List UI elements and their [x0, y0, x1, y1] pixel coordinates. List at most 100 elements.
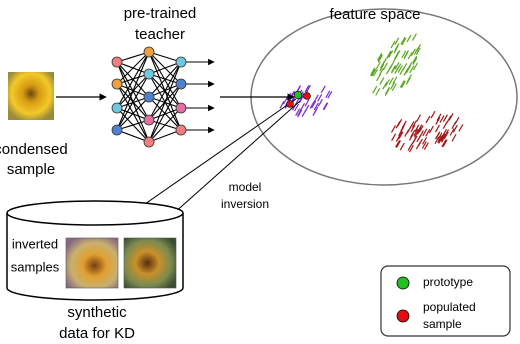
edge: [116, 51, 150, 131]
edge: [148, 61, 182, 98]
feature-dash: [294, 103, 300, 112]
feature-dash: [411, 137, 417, 145]
feature-dash: [371, 68, 377, 77]
feature-dash: [384, 86, 391, 95]
feature-dash: [313, 106, 319, 114]
feature-dash: [387, 64, 393, 72]
feature-dash: [414, 124, 420, 132]
feature-dash: [449, 128, 455, 136]
feature-dash: [400, 80, 406, 89]
feature-dash: [313, 102, 319, 111]
feature-dash: [320, 85, 326, 94]
label: model: [229, 180, 262, 194]
feature-dash: [390, 81, 396, 90]
label: data for KD: [59, 325, 135, 342]
feature-dash: [428, 125, 434, 134]
feature-dash: [297, 108, 303, 116]
feature-dash: [396, 63, 402, 71]
feature-dash: [451, 133, 457, 142]
network: [111, 46, 215, 148]
feature-dash: [421, 141, 427, 149]
feature-dash: [412, 57, 418, 65]
feature-dash: [411, 120, 417, 128]
edge: [148, 61, 182, 121]
feature-dash: [410, 48, 416, 57]
edge: [116, 51, 150, 85]
feature-dash: [311, 100, 317, 109]
feature-dash: [408, 144, 414, 153]
clusters: [279, 33, 464, 153]
feature-dash: [416, 134, 422, 143]
neuron: [175, 124, 187, 136]
edge: [148, 51, 182, 63]
feature-dash: [390, 65, 396, 74]
edge: [116, 73, 150, 131]
feature-dash: [375, 61, 381, 70]
feature-dash: [304, 85, 310, 93]
feature-dash: [379, 63, 385, 72]
feature-dash: [388, 50, 394, 58]
feature-dash: [417, 124, 423, 132]
feature-dash: [370, 68, 376, 77]
feature-dash: [309, 101, 315, 109]
legend-label: populated: [423, 300, 476, 314]
feature-dash: [407, 143, 413, 151]
feature-dash: [409, 121, 415, 129]
populated-point: [303, 92, 311, 100]
edge: [148, 61, 182, 143]
feature-dash: [317, 93, 323, 102]
feature-dash: [409, 65, 415, 74]
neuron: [111, 124, 123, 136]
feature-dash: [377, 52, 383, 61]
feature-dash: [401, 120, 407, 129]
label: teacher: [135, 26, 185, 43]
legend-swatch: [396, 309, 410, 323]
feature-dash: [458, 124, 464, 132]
feature-dash: [446, 115, 452, 124]
feature-dash: [441, 139, 447, 147]
feature-dash: [317, 98, 323, 107]
edge: [116, 51, 150, 109]
feature-dash: [400, 37, 406, 45]
feature-dash: [443, 131, 449, 140]
feature-dash: [410, 129, 416, 138]
feature-dash: [395, 50, 401, 58]
feature-dash: [442, 114, 448, 123]
prototype-point: [293, 90, 303, 100]
feature-dash: [423, 142, 429, 150]
feature-dash: [379, 60, 385, 69]
feature-dash: [382, 62, 388, 71]
feature-dash: [386, 50, 392, 59]
inverted-image: [123, 237, 177, 289]
edge: [116, 119, 150, 131]
feature-dash: [327, 91, 333, 99]
label: feature space: [330, 6, 421, 23]
feature-dash: [418, 125, 424, 133]
edge: [148, 107, 182, 143]
feature-dash: [297, 109, 303, 118]
feature-dash: [434, 136, 440, 145]
database-top: [6, 200, 184, 226]
feature-dash: [435, 131, 441, 140]
feature-dash: [372, 68, 378, 77]
feature-dash: [415, 141, 421, 150]
feature-dash: [323, 102, 329, 111]
feature-dash: [404, 129, 410, 137]
neuron: [143, 91, 155, 103]
feature-dash: [437, 135, 443, 143]
label: condensed: [0, 141, 68, 158]
feature-dash: [375, 88, 381, 96]
legend-swatch: [396, 276, 410, 290]
neuron: [143, 46, 155, 58]
feature-dash: [415, 47, 421, 56]
feature-dash: [282, 96, 288, 105]
neuron: [175, 56, 187, 68]
feature-dash: [390, 125, 397, 133]
feature-dash: [395, 134, 401, 142]
feature-dash: [388, 77, 394, 85]
feature-dash: [434, 124, 440, 133]
feature-dash: [372, 85, 378, 94]
feature-dash: [435, 117, 441, 125]
feature-dash: [393, 45, 399, 54]
